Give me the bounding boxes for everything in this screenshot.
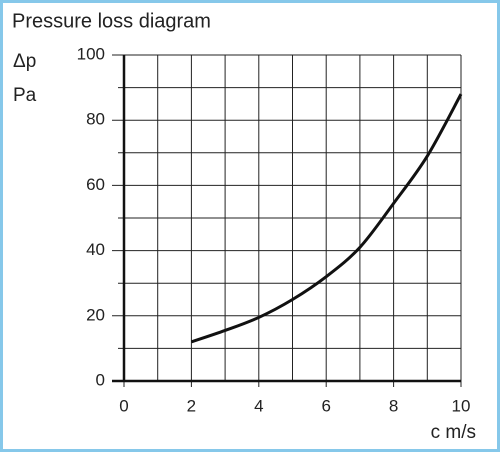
x-axis-label: c m/s (431, 422, 476, 443)
y-tick-label: 80 (86, 110, 105, 129)
y-tick-label: 100 (77, 44, 105, 63)
x-tick-label: 8 (389, 396, 398, 415)
y-axis-label: Pa (13, 85, 37, 106)
y-tick-label: 0 (96, 370, 105, 389)
x-tick-label: 2 (187, 396, 196, 415)
y-tick-label: 40 (86, 240, 105, 259)
x-tick-label: 0 (119, 396, 128, 415)
x-tick-label: 6 (321, 396, 330, 415)
y-tick-label: 20 (86, 305, 105, 324)
y-tick-label: 60 (86, 175, 105, 194)
curve (190, 93, 463, 344)
chart-title: Pressure loss diagram (12, 10, 211, 32)
y-axis-label: Δp (13, 51, 36, 72)
x-tick-label: 4 (254, 396, 263, 415)
x-tick-label: 10 (452, 396, 471, 415)
